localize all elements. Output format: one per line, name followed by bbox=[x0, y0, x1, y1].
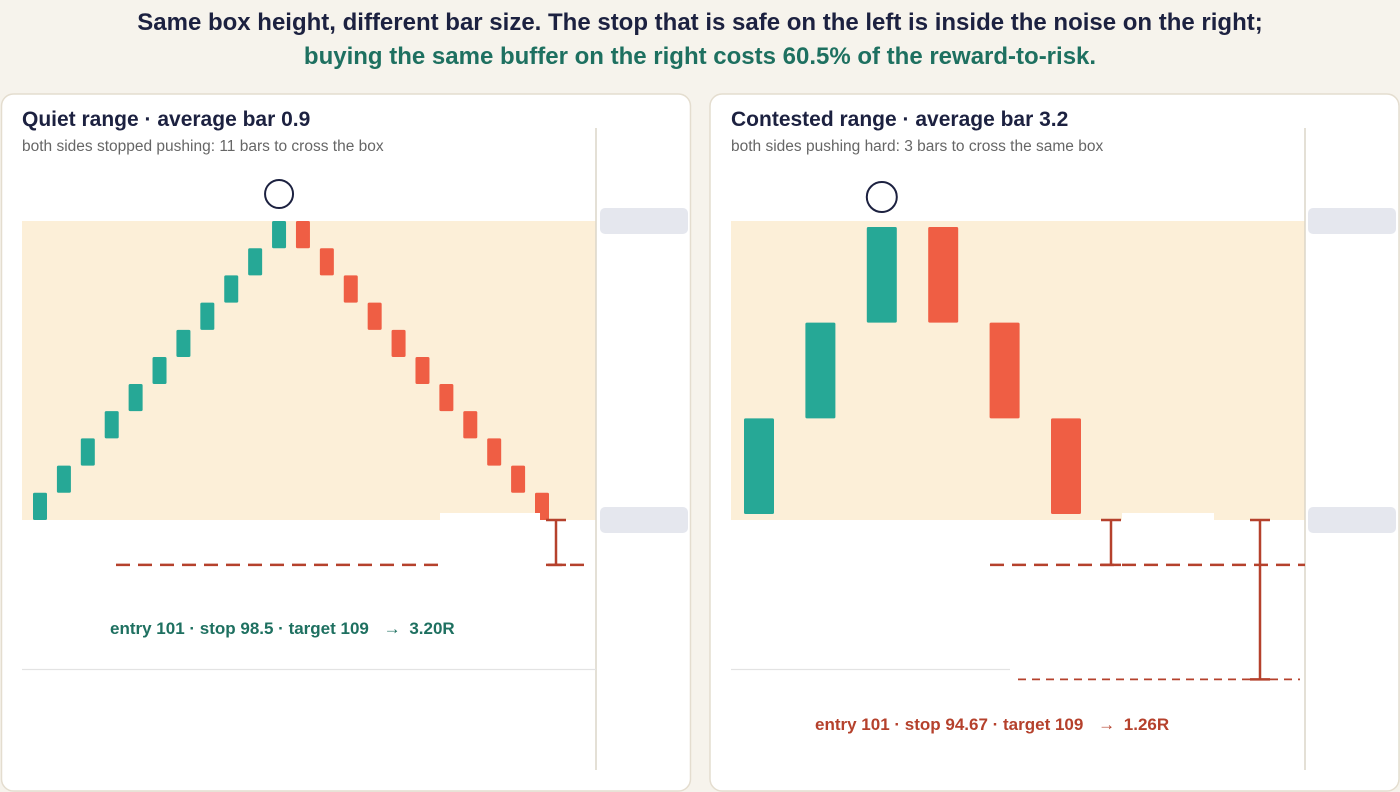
panel-contested-title: Contested range · average bar 3.2 bbox=[731, 108, 1068, 131]
contested-measure-label-bg bbox=[1142, 571, 1244, 617]
plot-contested: entry 101 · stop 94.67 · target 109 → 1.… bbox=[731, 128, 1396, 770]
contested-summary-arrow: → bbox=[1093, 715, 1115, 734]
headline-line-2: buying the same buffer on the right cost… bbox=[304, 43, 1096, 70]
contested-candle-down bbox=[928, 226, 959, 323]
headline-line-1: Same box height, different bar size. The… bbox=[137, 9, 1262, 36]
quiet-candle-down bbox=[391, 329, 406, 358]
quiet-summary-result: 3.20R bbox=[405, 619, 455, 638]
panel-contested: Contested range · average bar 3.2 both s… bbox=[709, 93, 1400, 792]
contested-candle-down bbox=[1051, 418, 1081, 515]
contested-summary-text: entry 101 · stop 94.67 · target 109 bbox=[815, 715, 1083, 734]
quiet-candle-up bbox=[224, 275, 239, 303]
contested-bars-to-cross-badge bbox=[865, 181, 898, 213]
contested-candle-down bbox=[989, 322, 1020, 419]
quiet-candle-down bbox=[511, 465, 526, 493]
contested-summary-result: 1.26R bbox=[1119, 715, 1169, 734]
panel-contested-subtitle: both sides pushing hard: 3 bars to cross… bbox=[731, 138, 1103, 155]
quiet-summary-text: entry 101 · stop 98.5 · target 109 bbox=[110, 619, 369, 638]
quiet-summary-arrow: → bbox=[379, 619, 401, 638]
contested-candle-up bbox=[866, 226, 897, 323]
quiet-candle-up bbox=[248, 248, 263, 276]
quiet-candle-down bbox=[487, 438, 502, 466]
quiet-candle-up bbox=[33, 492, 47, 520]
quiet-candle-down bbox=[367, 302, 382, 330]
contested-candle-up bbox=[744, 418, 774, 515]
quiet-candle-up bbox=[80, 438, 95, 466]
quiet-bars-to-cross-badge bbox=[264, 179, 295, 209]
quiet-candle-down bbox=[463, 411, 478, 439]
contested-price-tag bbox=[1308, 507, 1396, 533]
quiet-candle-up bbox=[176, 329, 191, 358]
quiet-candle-down bbox=[439, 383, 454, 412]
panel-quiet: Quiet range · average bar 0.9 both sides… bbox=[0, 93, 692, 792]
quiet-candle-up bbox=[200, 302, 215, 330]
quiet-measure-label-bg bbox=[440, 513, 540, 559]
quiet-candle-down bbox=[415, 357, 430, 384]
contested-summary: entry 101 · stop 94.67 · target 109 → 1.… bbox=[815, 715, 1169, 734]
quiet-candle-up bbox=[104, 411, 119, 439]
panel-quiet-title: Quiet range · average bar 0.9 bbox=[22, 108, 310, 131]
panel-quiet-subtitle: both sides stopped pushing: 11 bars to c… bbox=[22, 138, 384, 155]
quiet-candle-down bbox=[295, 221, 310, 249]
quiet-candle-down bbox=[319, 248, 334, 276]
plot-quiet: entry 101 · stop 98.5 · target 109 → 3.2… bbox=[22, 128, 688, 770]
quiet-summary: entry 101 · stop 98.5 · target 109 → 3.2… bbox=[110, 619, 455, 638]
quiet-candle-up bbox=[56, 465, 71, 493]
contested-measure-label-bg bbox=[1122, 513, 1214, 559]
quiet-price-tag bbox=[600, 208, 688, 234]
quiet-candle-up bbox=[128, 383, 143, 412]
quiet-candle-up bbox=[272, 221, 287, 249]
quiet-range-box bbox=[22, 221, 596, 520]
quiet-price-tag bbox=[600, 507, 688, 533]
quiet-candle-up bbox=[152, 357, 167, 384]
contested-candle-up bbox=[805, 322, 836, 419]
contested-price-tag bbox=[1308, 208, 1396, 234]
quiet-candle-down bbox=[343, 275, 358, 303]
